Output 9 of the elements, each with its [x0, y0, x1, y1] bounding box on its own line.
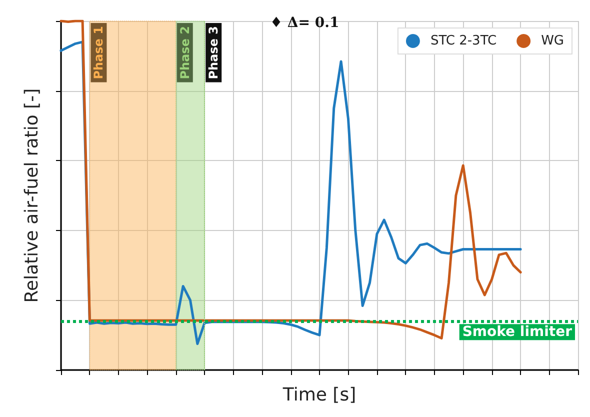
- legend-label: WG: [541, 34, 564, 48]
- x-axis-title: Time [s]: [282, 384, 356, 406]
- y-axis-title: Relative air-fuel ratio [-]: [22, 88, 42, 303]
- annotation: Phase 2: [178, 26, 192, 80]
- legend-label: STC 2-3TC: [430, 34, 497, 48]
- annotation: ♦ Δ= 0.1: [270, 15, 340, 31]
- annotation: Phase 1: [92, 26, 106, 80]
- annotation: Phase 3: [206, 26, 221, 80]
- ref-line-label: Smoke limiter: [462, 324, 572, 340]
